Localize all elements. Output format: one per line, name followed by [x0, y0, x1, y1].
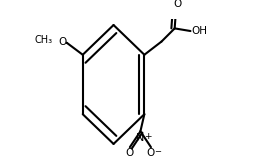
- Text: N: N: [136, 133, 145, 143]
- Text: O: O: [126, 148, 134, 158]
- Text: OH: OH: [191, 26, 207, 36]
- Text: CH₃: CH₃: [35, 35, 53, 45]
- Text: −: −: [154, 148, 161, 157]
- Text: O: O: [173, 0, 181, 9]
- Text: O: O: [58, 37, 66, 47]
- Text: +: +: [144, 132, 151, 141]
- Text: O: O: [147, 148, 155, 158]
